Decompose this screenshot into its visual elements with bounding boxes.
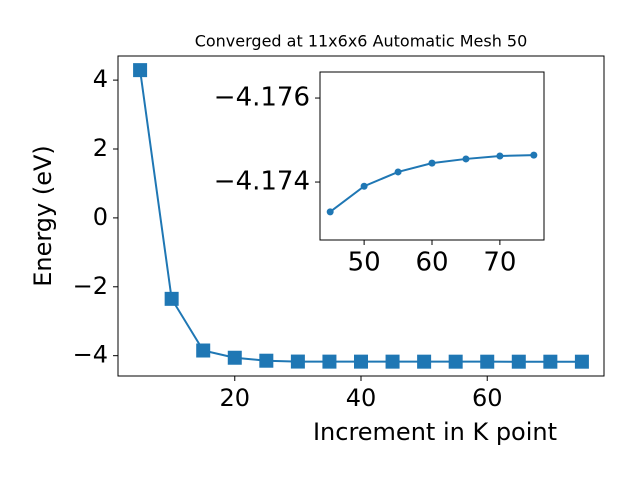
y-tick-label: 4 (93, 65, 108, 93)
y-tick-label: −4.176 (214, 83, 310, 113)
data-point (360, 182, 368, 190)
data-point (354, 354, 368, 369)
data-point (496, 152, 504, 160)
data-point (322, 354, 337, 369)
x-tick-label: 60 (415, 248, 448, 278)
data-point (428, 159, 436, 167)
x-axis-label: Increment in K point (313, 418, 557, 446)
data-point (543, 354, 558, 369)
data-point (385, 354, 400, 369)
data-point (394, 168, 402, 176)
data-point (227, 350, 242, 365)
y-tick-label: 0 (93, 203, 108, 231)
data-point (133, 63, 148, 78)
data-point (164, 291, 179, 306)
y-tick-label: −4 (73, 341, 108, 369)
data-point (511, 354, 526, 369)
data-point (462, 155, 470, 163)
data-point (417, 354, 432, 369)
x-tick-label: 50 (348, 248, 381, 278)
x-tick-label: 70 (483, 248, 516, 278)
y-tick-label: −2 (73, 272, 108, 300)
data-point (574, 354, 589, 369)
x-tick-label: 40 (346, 384, 377, 412)
data-point (196, 343, 211, 358)
y-axis-label: Energy (eV) (29, 145, 57, 287)
data-point (290, 354, 305, 369)
data-point (480, 354, 495, 369)
data-point (259, 353, 274, 368)
chart-title: Converged at 11x6x6 Automatic Mesh 50 (195, 32, 528, 51)
x-tick-label: 60 (472, 384, 503, 412)
y-tick-label: 2 (93, 134, 108, 162)
data-point (326, 208, 334, 216)
data-point (530, 151, 538, 159)
y-tick-label: −4.174 (214, 167, 310, 197)
x-tick-label: 20 (219, 384, 250, 412)
data-point (448, 354, 463, 369)
